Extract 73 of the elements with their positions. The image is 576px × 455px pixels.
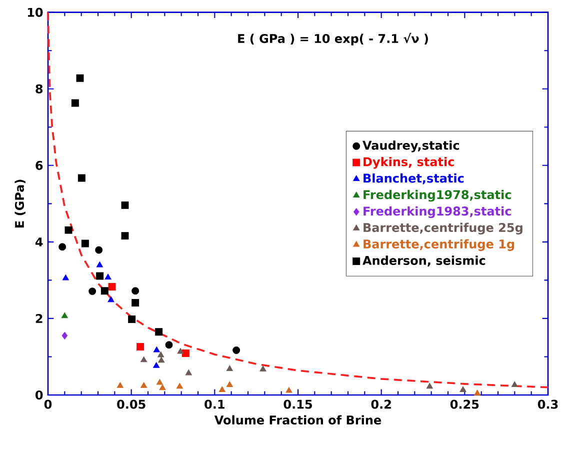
point <box>176 382 183 389</box>
point <box>96 262 103 268</box>
point <box>153 362 160 368</box>
point <box>95 246 103 254</box>
point <box>177 348 184 354</box>
point <box>511 381 518 388</box>
point <box>156 379 163 385</box>
x-axis-title: Volume Fraction of Brine <box>214 415 382 425</box>
legend-label: Frederking1978,static <box>364 190 511 202</box>
point <box>218 386 226 392</box>
point <box>132 287 140 295</box>
point <box>140 356 148 362</box>
x-tick-label: 0.2 <box>371 400 391 409</box>
y-tick-label: 0 <box>36 390 43 400</box>
line-series <box>47 11 549 388</box>
point <box>88 288 96 296</box>
y-tick-label: 4 <box>35 238 43 246</box>
point <box>71 99 79 107</box>
legend-label: Blanchet,static <box>364 173 464 184</box>
y-tick-label: 6 <box>36 160 43 170</box>
x-tick-label: 0.15 <box>284 400 312 409</box>
point <box>64 226 72 234</box>
legend-label: Anderson, seismic <box>362 256 486 267</box>
point <box>185 369 192 376</box>
point <box>153 346 160 352</box>
y-axis-title: E (GPa) <box>14 180 26 228</box>
point <box>128 316 136 323</box>
point <box>286 387 292 393</box>
point <box>100 287 108 295</box>
x-tick-label: 0.1 <box>204 400 224 409</box>
point <box>158 356 165 363</box>
point <box>81 240 89 248</box>
point <box>104 274 112 280</box>
point <box>426 382 433 389</box>
point <box>96 272 104 280</box>
point <box>61 312 68 318</box>
legend-label: Barrette,centrifuge 1g <box>364 239 514 251</box>
annotation: E ( GPa ) = 10 exp( - 7.1 √ν ) <box>238 32 428 46</box>
point <box>260 366 266 372</box>
point <box>165 341 173 349</box>
point <box>460 386 466 392</box>
point <box>62 274 69 280</box>
point <box>474 390 481 396</box>
point <box>78 174 86 182</box>
point <box>158 351 164 358</box>
point <box>108 282 116 290</box>
point <box>62 332 68 340</box>
x-tick-label: 0.25 <box>450 400 479 409</box>
point <box>108 296 114 302</box>
point <box>76 74 84 82</box>
point <box>58 243 66 251</box>
legend-label: Vaudrey,static <box>362 140 460 152</box>
legend-label: Dykins, static <box>364 156 454 169</box>
point <box>140 382 148 388</box>
point <box>155 328 163 336</box>
point <box>182 350 190 358</box>
point <box>116 382 124 388</box>
point <box>132 299 140 307</box>
point <box>121 232 129 240</box>
point <box>121 201 129 209</box>
point <box>232 346 240 354</box>
legend-label: Frederking1983,static <box>364 206 511 218</box>
point <box>226 365 233 371</box>
point <box>226 381 233 388</box>
x-tick-label: 0.3 <box>538 400 558 409</box>
point <box>159 384 166 390</box>
point <box>136 343 144 351</box>
y-tick-label: 2 <box>36 314 42 323</box>
y-tick-label: 8 <box>36 84 43 94</box>
legend-label: Barrette,centrifuge 25g <box>364 222 522 234</box>
x-tick-label: 0 <box>44 400 52 409</box>
y-tick-label: 10 <box>28 8 43 17</box>
x-tick-label: 0.05 <box>117 400 146 409</box>
